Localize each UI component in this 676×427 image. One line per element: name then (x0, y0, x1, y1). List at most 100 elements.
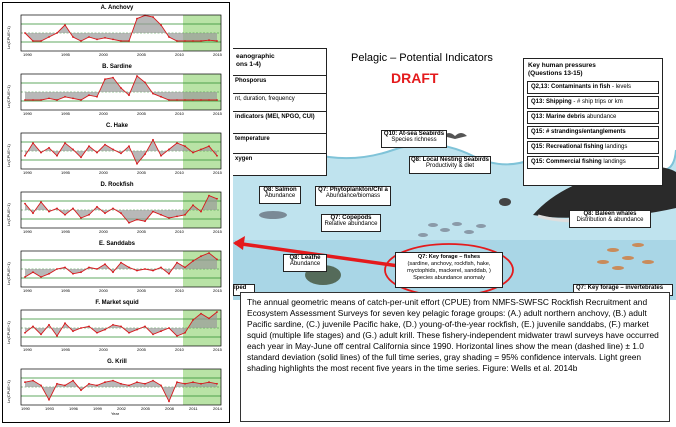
pressures-title: Key human pressures (528, 62, 596, 69)
year-tick: 2005 (137, 288, 146, 293)
label-phytoplankton: Q7: Phytoplankton/Chl a Abundance/biomass (315, 186, 391, 206)
pressure-question: Q13: (531, 99, 547, 105)
year-tick: 2015 (213, 52, 222, 57)
year-tick: 2005 (137, 229, 146, 234)
plot-title: A. Anchovy (100, 5, 134, 11)
year-tick: 2010 (175, 111, 184, 116)
ocean-item-4: xygen (233, 153, 326, 164)
pressure-label: Recreational fishing (546, 144, 604, 150)
pressure-question: Q15: (531, 159, 547, 165)
year-tick: 2010 (175, 170, 184, 175)
pressure-question: Q2,13: (531, 84, 552, 90)
pressure-question: Q15: (531, 144, 547, 150)
year-tick: 2011 (189, 406, 198, 411)
pressure-question: Q13: (531, 114, 547, 120)
oceanographic-box: eanographic ons 1-4) Phosporus nt, durat… (233, 48, 327, 176)
year-tick: 1995 (61, 347, 70, 352)
pressures-list: Q2,13: Contaminants in fish - levels Q13:… (527, 81, 659, 171)
pressure-detail: landings (603, 144, 628, 150)
year-tick: 1995 (61, 52, 70, 57)
year-tick: 1995 (61, 170, 70, 175)
ocean-item-2: indicators (MEI, NPGO, CUI) (233, 111, 326, 122)
year-tick: 1990 (23, 288, 32, 293)
pressure-item: Q15: # strandings/entanglements (527, 126, 659, 139)
year-tick: 2005 (137, 347, 146, 352)
time-series-plot (20, 309, 222, 347)
year-tick: 2005 (137, 111, 146, 116)
pressures-subtitle: (Questions 13-15) (528, 70, 583, 77)
pressure-item: Q15: Commercial fishing landings (527, 156, 659, 169)
plot-title: G. Krill (107, 359, 127, 365)
fish-school-icon (418, 222, 486, 237)
year-tick: 2000 (99, 229, 108, 234)
pressure-item: Q15: Recreational fishing landings (527, 141, 659, 154)
pressure-label: Shipping (546, 99, 572, 105)
year-tick: 1995 (61, 229, 70, 234)
plot-ylabel: Ln(CPUE+1) (6, 262, 11, 285)
label-salmon: Q8: Salmon Abundance (259, 186, 301, 204)
year-tick: 1990 (23, 111, 32, 116)
plot-ylabel: Ln(CPUE+1) (6, 203, 11, 226)
label-key-forage-fishes: Q7: Key forage – fishes (sardine, anchov… (395, 252, 503, 288)
plot-ylabel: Ln(CPUE+1) (6, 380, 11, 403)
pressure-label: # strandings/entanglements (546, 129, 626, 135)
pressure-item: Q2,13: Contaminants in fish - levels (527, 81, 659, 94)
figure-caption: The annual geometric means of catch-per-… (240, 292, 670, 422)
label-baleen-whales: Q8: Baleen whales Distribution & abundanc… (569, 210, 651, 228)
pressure-detail: landings (601, 159, 626, 165)
time-series-plot (20, 73, 222, 111)
pressure-label: Commercial fishing (546, 159, 602, 165)
ocean-item-1: nt, duration, frequency (233, 93, 326, 104)
label-copepods: Q7: Copepods Relative abundance (321, 214, 381, 232)
pressure-label: Contaminants in fish (551, 84, 611, 90)
year-tick: 2000 (99, 111, 108, 116)
year-tick: 2015 (213, 111, 222, 116)
time-series-plot (20, 191, 222, 229)
year-tick: 2015 (213, 170, 222, 175)
year-tick: 2005 (137, 52, 146, 57)
year-tick: 2000 (99, 347, 108, 352)
year-tick: 2000 (99, 170, 108, 175)
year-tick: 1990 (21, 406, 30, 411)
year-tick: 1990 (23, 52, 32, 57)
ocean-item-3: temperature (233, 133, 326, 144)
time-series-plot (20, 250, 222, 288)
pelagic-diagram: Pelagic – Potential Indicators DRAFT ean… (233, 40, 676, 300)
time-series-plot (20, 368, 222, 406)
year-tick: 2010 (175, 288, 184, 293)
label-seabirds: Q10: At-sea Seabirds Species richness (381, 130, 447, 148)
plot-ylabel: Ln(CPUE+1) (6, 321, 11, 344)
plot-title: F. Market squid (95, 300, 139, 306)
label-nesting-seabirds: Q8: Local Nesting Seabirds Productivity &… (409, 156, 491, 174)
year-tick: 2015 (213, 288, 222, 293)
plot-title: B. Sardine (102, 64, 132, 70)
year-tick: 1990 (23, 229, 32, 234)
year-tick: 1993 (45, 406, 54, 411)
year-tick: 1990 (23, 170, 32, 175)
plot-ylabel: Ln(CPUE+1) (6, 85, 11, 108)
seabird-icon (443, 133, 467, 139)
year-tick: 2005 (141, 406, 150, 411)
year-tick: 2010 (175, 52, 184, 57)
year-tick: 2002 (117, 406, 126, 411)
plot-title: D. Rockfish (100, 182, 134, 188)
label-leatherback: Q8: Leathe Abundance (283, 254, 327, 272)
time-series-plot (20, 132, 222, 170)
year-tick: 1990 (23, 347, 32, 352)
salmon-icon (259, 211, 287, 219)
year-tick: 2010 (175, 229, 184, 234)
plot-ylabel: Ln(CPUE+1) (6, 144, 11, 167)
nesting-bird-icon (499, 198, 511, 206)
diagram-title: Pelagic – Potential Indicators (351, 52, 493, 64)
year-tick: 2005 (137, 170, 146, 175)
year-tick: 1995 (61, 111, 70, 116)
year-tick: 1996 (69, 406, 78, 411)
pressure-detail: - levels (610, 84, 632, 90)
year-tick: 2015 (213, 347, 222, 352)
year-tick: 2008 (165, 406, 174, 411)
year-tick: 2000 (99, 52, 108, 57)
plot-title: C. Hake (105, 123, 128, 129)
plot-ylabel: Ln(CPUE+1) (6, 26, 11, 49)
ocean-item-0: Phosporus (233, 75, 326, 86)
year-tick: 2010 (175, 347, 184, 352)
